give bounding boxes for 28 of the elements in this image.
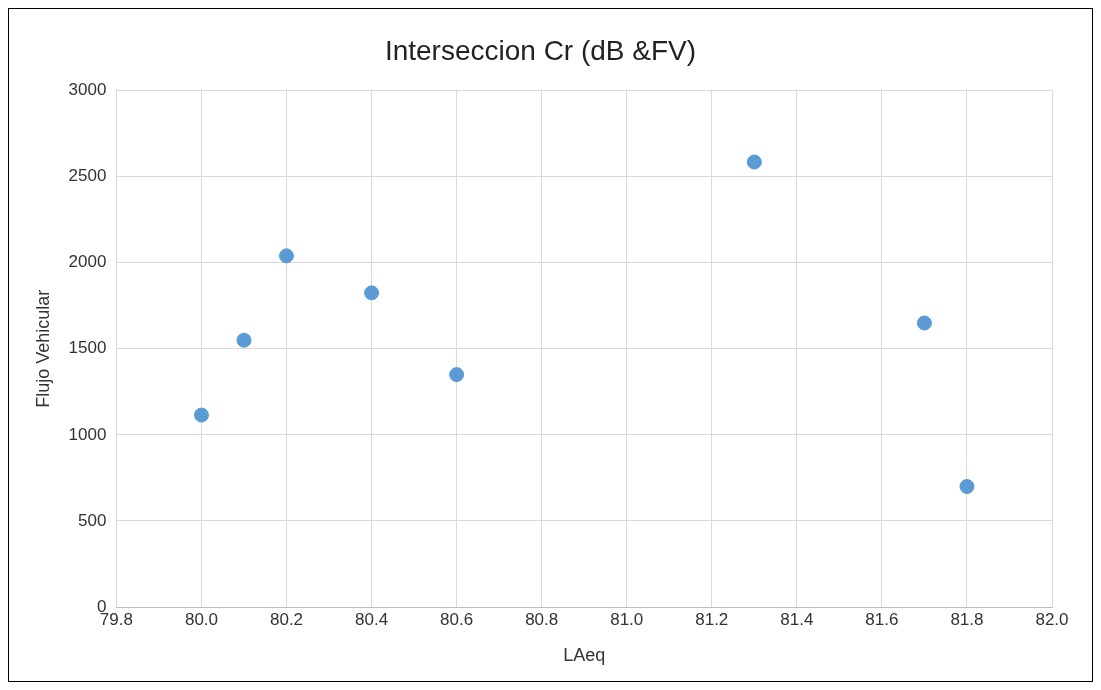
y-tick-label: 1500: [68, 338, 107, 358]
x-tick-label: 80.6: [440, 609, 474, 629]
x-tick-label: 80.2: [269, 609, 304, 629]
x-axis-title: LAeq: [563, 645, 606, 666]
point: [916, 315, 932, 331]
y-tick-label: 3000: [68, 80, 107, 100]
point: [449, 367, 465, 383]
x-tick-label: 81.6: [865, 609, 899, 629]
y-tick-label: 2000: [68, 252, 107, 272]
y-tick-label: 2500: [68, 166, 107, 186]
x-tick-label: 80.4: [355, 609, 389, 629]
point: [236, 332, 252, 348]
x-tick-label: 81.8: [950, 609, 984, 629]
x-tick-label: 82.0: [1035, 609, 1069, 629]
x-tick-label: 81.4: [780, 609, 814, 629]
x-tick-label: 81.0: [610, 609, 644, 629]
point: [279, 248, 295, 264]
chart-title: Interseccion Cr (dB &FV): [384, 34, 697, 66]
y-tick-label: 1000: [68, 424, 107, 444]
point: [364, 285, 380, 301]
point: [746, 154, 762, 170]
point: [193, 407, 209, 423]
x-tick-label: 81.2: [695, 609, 729, 629]
point: [959, 479, 975, 495]
y-axis-title: Flujo Vehicular: [32, 289, 53, 408]
x-tick-label: 80.8: [525, 609, 559, 629]
y-tick-label: 500: [78, 510, 107, 530]
x-tick-label: 80.0: [184, 609, 219, 629]
